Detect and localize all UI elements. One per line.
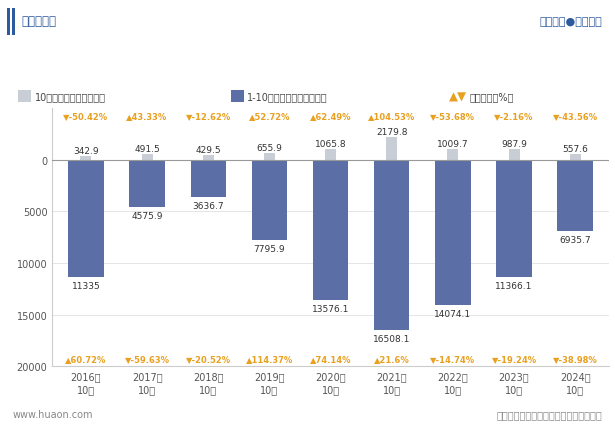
Bar	[141, 155, 153, 160]
Text: 11335: 11335	[71, 281, 100, 290]
Bar	[18, 91, 31, 103]
Text: ▲43.33%: ▲43.33%	[127, 112, 168, 121]
Text: 1-10月期货成交量（万手）: 1-10月期货成交量（万手）	[247, 92, 328, 102]
Text: 数据来源：证监局；华经产业研究院整理: 数据来源：证监局；华经产业研究院整理	[497, 409, 603, 419]
Text: ▲▼: ▲▼	[449, 90, 467, 104]
Text: 655.9: 655.9	[256, 144, 282, 153]
Bar	[557, 160, 593, 232]
Bar	[7, 9, 10, 36]
Bar	[569, 155, 581, 160]
Text: 557.6: 557.6	[562, 144, 588, 153]
Text: ▼-12.62%: ▼-12.62%	[186, 112, 231, 121]
Bar	[129, 160, 165, 207]
Bar	[264, 153, 275, 160]
Text: ▲62.49%: ▲62.49%	[310, 112, 351, 121]
Bar	[203, 156, 214, 160]
Text: 2016-2024年10月大连商品交易所聚丙烯期货成交量: 2016-2024年10月大连商品交易所聚丙烯期货成交量	[155, 56, 460, 74]
Text: ▼-43.56%: ▼-43.56%	[553, 112, 598, 121]
Text: ▲74.14%: ▲74.14%	[310, 354, 351, 363]
Text: ▲114.37%: ▲114.37%	[246, 354, 293, 363]
Text: 429.5: 429.5	[196, 146, 221, 155]
Bar	[252, 160, 287, 241]
Bar	[325, 149, 336, 160]
Text: 987.9: 987.9	[501, 140, 527, 149]
Bar	[386, 138, 397, 160]
Text: 7795.9: 7795.9	[253, 245, 285, 253]
Text: 4575.9: 4575.9	[132, 211, 163, 220]
Text: ▼-14.74%: ▼-14.74%	[430, 354, 475, 363]
Text: 10月期货成交量（万手）: 10月期货成交量（万手）	[34, 92, 106, 102]
Text: ▼-19.24%: ▼-19.24%	[491, 354, 537, 363]
Bar	[509, 150, 520, 160]
Text: ▼-53.68%: ▼-53.68%	[430, 112, 475, 121]
Text: ▼-20.52%: ▼-20.52%	[186, 354, 231, 363]
Text: 华经情报网: 华经情报网	[22, 15, 57, 28]
Bar	[68, 160, 104, 277]
Text: ▲52.72%: ▲52.72%	[248, 112, 290, 121]
Bar	[447, 150, 458, 160]
Text: 1065.8: 1065.8	[315, 139, 346, 148]
Text: www.huaon.com: www.huaon.com	[12, 409, 93, 419]
Text: 16508.1: 16508.1	[373, 334, 410, 343]
Text: ▲104.53%: ▲104.53%	[368, 112, 415, 121]
Bar	[81, 157, 92, 160]
Text: ▲21.6%: ▲21.6%	[374, 354, 410, 363]
Text: 342.9: 342.9	[73, 147, 99, 155]
Text: ▼-50.42%: ▼-50.42%	[63, 112, 108, 121]
Text: 14074.1: 14074.1	[434, 309, 472, 318]
Text: 6935.7: 6935.7	[560, 236, 591, 245]
Text: 2179.8: 2179.8	[376, 128, 408, 137]
Text: 专业严谨●客观科学: 专业严谨●客观科学	[540, 17, 603, 26]
Bar	[313, 160, 348, 300]
Text: 1009.7: 1009.7	[437, 140, 469, 149]
Text: 同比增长（%）: 同比增长（%）	[470, 92, 514, 102]
Bar	[496, 160, 532, 277]
Bar	[12, 9, 15, 36]
Bar	[231, 91, 244, 103]
Bar	[191, 160, 226, 198]
Bar	[374, 160, 410, 330]
Text: 13576.1: 13576.1	[312, 304, 349, 313]
Text: 491.5: 491.5	[134, 145, 160, 154]
Text: ▲60.72%: ▲60.72%	[65, 354, 106, 363]
Text: ▼-38.98%: ▼-38.98%	[553, 354, 598, 363]
Bar	[435, 160, 470, 305]
Text: 11366.1: 11366.1	[495, 282, 533, 291]
Text: ▼-59.63%: ▼-59.63%	[125, 354, 170, 363]
Text: 3636.7: 3636.7	[192, 202, 224, 211]
Text: ▼-2.16%: ▼-2.16%	[494, 112, 534, 121]
